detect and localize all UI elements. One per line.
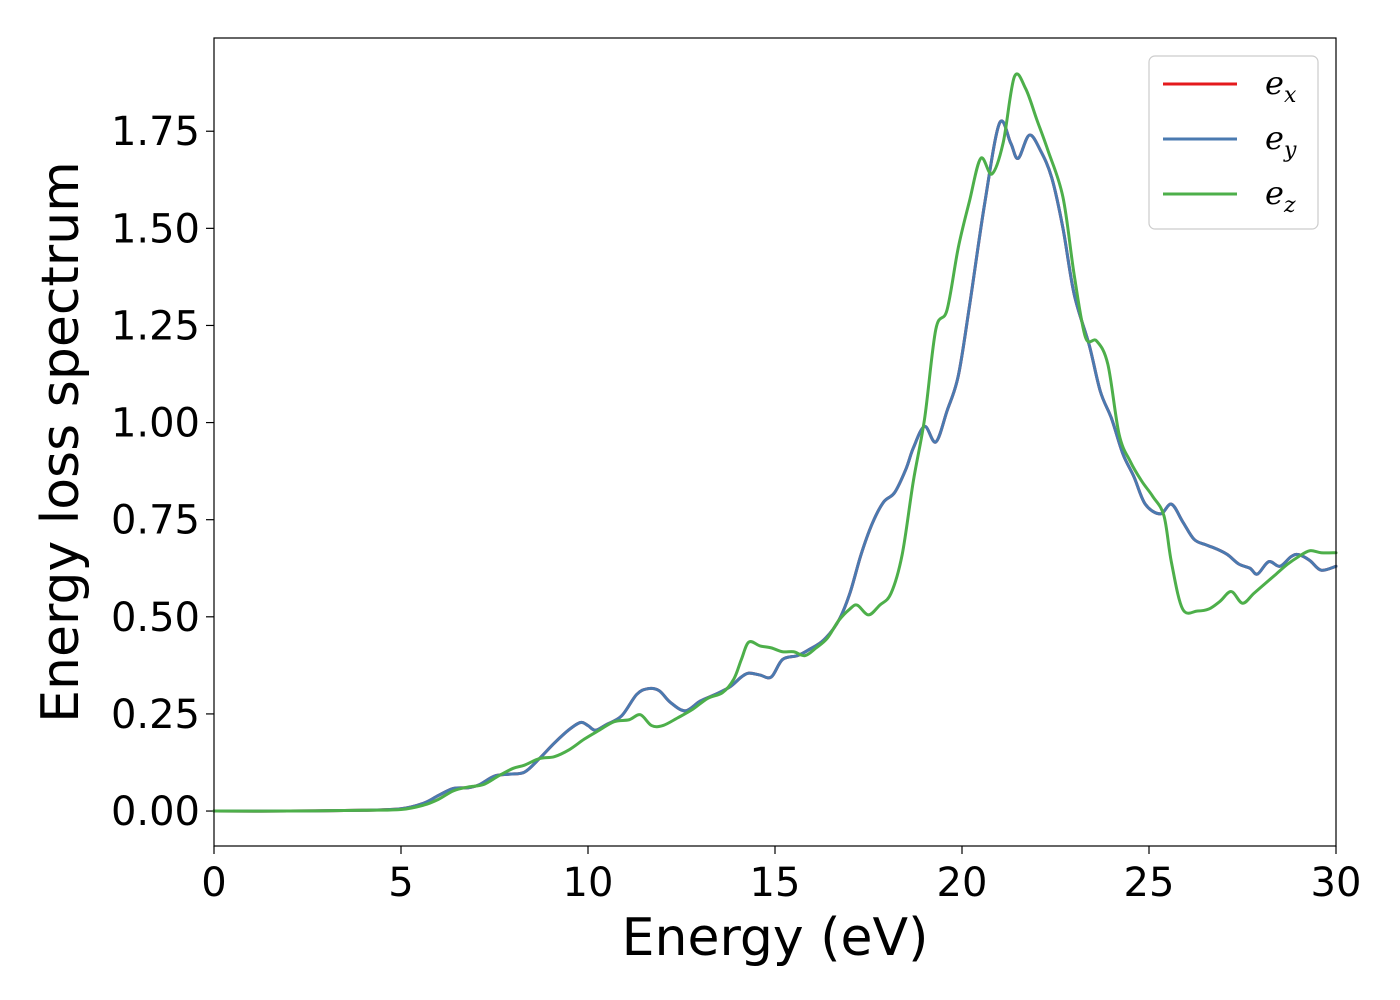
x-tick-label: 15 bbox=[750, 860, 801, 906]
plot-frame bbox=[213, 37, 1337, 847]
y-tick-label: 0.50 bbox=[111, 595, 200, 641]
x-tick-label: 25 bbox=[1124, 860, 1175, 906]
y-tick-label: 1.00 bbox=[111, 401, 200, 447]
y-tick-label: 1.75 bbox=[111, 109, 200, 155]
x-tick-label: 20 bbox=[937, 860, 988, 906]
legend-box bbox=[1148, 55, 1319, 230]
series-line-ey bbox=[212, 119, 1338, 813]
x-tick-label: 10 bbox=[563, 860, 614, 906]
x-tick-label: 5 bbox=[388, 860, 413, 906]
y-tick-label: 0.25 bbox=[111, 692, 200, 738]
legend-label-ez: ez bbox=[1265, 174, 1296, 218]
x-tick-label: 0 bbox=[201, 860, 226, 906]
legend-label-ex: ex bbox=[1265, 64, 1297, 108]
x-axis-label: Energy (eV) bbox=[622, 908, 929, 968]
y-tick-label: 1.25 bbox=[111, 303, 200, 349]
x-tick-label: 30 bbox=[1311, 860, 1362, 906]
x-axis-ticks: 0 5 10 15 20 25 30 bbox=[201, 846, 1361, 906]
y-axis-label: Energy loss spectrum bbox=[31, 161, 91, 723]
legend: ex ey ez bbox=[1148, 55, 1319, 230]
y-tick-label: 0.00 bbox=[111, 789, 200, 835]
legend-label-ey: ey bbox=[1265, 119, 1297, 163]
series-line-ez bbox=[212, 72, 1338, 813]
y-tick-label: 0.75 bbox=[111, 498, 200, 544]
y-axis-ticks: 0.00 0.25 0.50 0.75 1.00 1.25 1.50 1.75 bbox=[111, 109, 214, 835]
plot-series bbox=[212, 72, 1338, 813]
y-tick-label: 1.50 bbox=[111, 206, 200, 252]
